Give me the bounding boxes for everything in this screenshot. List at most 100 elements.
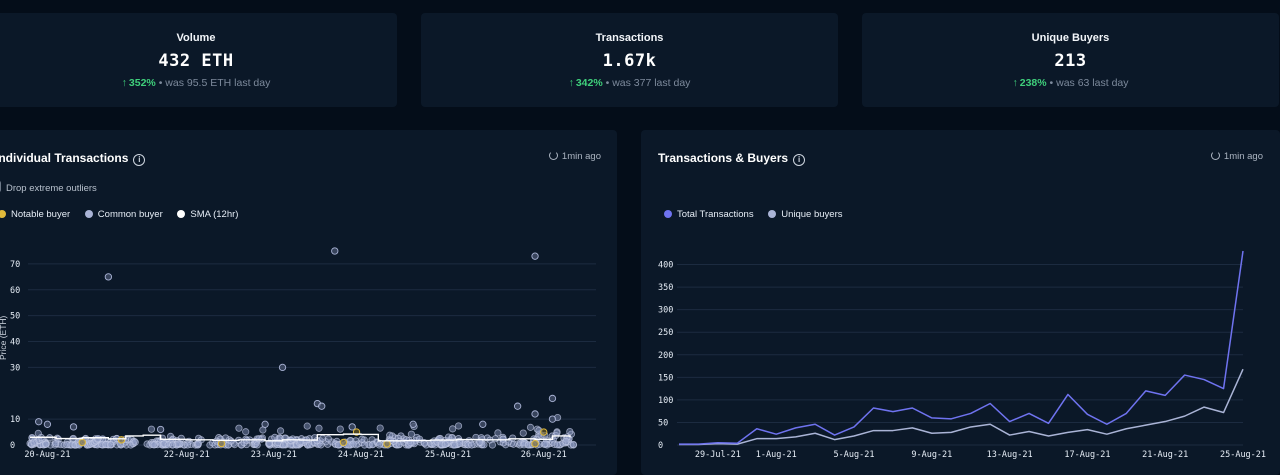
transactions-buyers-chart: 0 50 100 150 200 250 300 350 400 29-Jul-21 1-Aug-… [658, 250, 1266, 460]
common-buyer-point[interactable] [468, 441, 476, 449]
x-tick-label: 22-Aug-21 [164, 450, 210, 460]
info-icon[interactable]: i [793, 154, 806, 166]
common-buyer-point[interactable] [98, 441, 106, 449]
legend-item-common[interactable]: Common buyer [84, 209, 163, 220]
common-buyer-point[interactable] [553, 429, 561, 437]
common-buyer-point[interactable] [278, 363, 287, 372]
common-buyer-point[interactable] [150, 441, 158, 449]
common-buyer-point[interactable] [407, 430, 416, 438]
common-buyer-point[interactable] [336, 425, 344, 433]
common-buyer-point[interactable] [441, 440, 449, 449]
notable-buyer-point[interactable] [339, 438, 348, 447]
common-buyer-point[interactable] [221, 434, 230, 442]
common-buyer-point[interactable] [454, 422, 463, 430]
common-buyer-point[interactable] [376, 424, 384, 432]
common-buyer-point[interactable] [531, 252, 539, 260]
common-buyer-point[interactable] [448, 434, 456, 442]
common-buyer-point[interactable] [569, 440, 577, 449]
y-tick-label: 0 [658, 441, 663, 451]
common-buyer-point[interactable] [52, 439, 60, 448]
common-buyer-point[interactable] [253, 441, 261, 449]
common-buyer-point[interactable] [174, 440, 182, 448]
common-buyer-point[interactable] [562, 437, 570, 446]
common-buyer-point[interactable] [69, 423, 78, 431]
common-buyer-point[interactable] [566, 427, 574, 436]
refresh-icon [548, 151, 558, 160]
common-buyer-point[interactable] [235, 424, 243, 432]
common-buyer-point[interactable] [94, 435, 102, 443]
common-buyer-point[interactable] [183, 441, 192, 449]
common-buyer-point[interactable] [480, 441, 488, 449]
legend-dot-icon [177, 210, 186, 218]
legend-item-notable[interactable]: Notable buyer [0, 209, 70, 220]
common-buyer-point[interactable] [519, 429, 527, 437]
common-buyer-point[interactable] [147, 425, 156, 433]
common-buyer-point[interactable] [360, 441, 369, 449]
common-buyer-point[interactable] [35, 418, 43, 426]
common-buyer-point[interactable] [42, 440, 50, 448]
legend-item-total-transactions[interactable]: Total Transactions [664, 209, 754, 220]
notable-buyer-point[interactable] [78, 438, 86, 447]
common-buyer-point[interactable] [194, 439, 202, 448]
notable-buyer-point[interactable] [540, 428, 548, 436]
common-buyer-point[interactable] [160, 440, 168, 448]
common-buyer-point[interactable] [43, 420, 52, 428]
common-buyer-point[interactable] [349, 440, 357, 448]
y-tick-label: 60 [10, 286, 20, 296]
legend-item-sma[interactable]: SMA (12hr) [177, 209, 238, 220]
common-buyer-point[interactable] [437, 440, 445, 448]
info-icon[interactable]: i [133, 154, 146, 166]
common-buyer-point[interactable] [513, 402, 522, 410]
common-buyer-point[interactable] [541, 440, 549, 448]
series-line[interactable] [679, 368, 1244, 446]
stat-value: 432 ETH [158, 51, 234, 71]
x-tick-label: 21-Aug-21 [1142, 450, 1188, 460]
common-buyer-point[interactable] [499, 435, 507, 443]
legend-item-unique-buyers[interactable]: Unique buyers [768, 209, 842, 220]
common-buyer-point[interactable] [331, 247, 339, 255]
common-buyer-point[interactable] [516, 439, 525, 447]
common-buyer-point[interactable] [227, 437, 235, 445]
notable-buyer-point[interactable] [117, 436, 126, 444]
common-buyer-point[interactable] [242, 428, 250, 436]
checkbox-icon[interactable] [0, 181, 1, 192]
common-buyer-point[interactable] [479, 420, 487, 428]
drop-outliers-checkbox[interactable]: Drop extreme outliers [0, 181, 97, 194]
common-buyer-point[interactable] [319, 434, 327, 443]
common-buyer-point[interactable] [131, 438, 139, 446]
common-buyer-point[interactable] [289, 435, 297, 443]
notable-buyer-point[interactable] [217, 439, 226, 448]
common-buyer-point[interactable] [63, 441, 71, 449]
common-buyer-point[interactable] [106, 441, 115, 449]
common-buyer-point[interactable] [409, 420, 417, 428]
common-buyer-point[interactable] [104, 273, 113, 281]
common-buyer-point[interactable] [324, 435, 333, 443]
common-buyer-point[interactable] [60, 441, 68, 449]
common-buyer-point[interactable] [315, 424, 323, 432]
common-buyer-point[interactable] [548, 394, 557, 403]
common-buyer-point[interactable] [494, 429, 502, 437]
common-buyer-point[interactable] [526, 423, 535, 431]
notable-buyer-point[interactable] [531, 440, 539, 448]
common-buyer-point[interactable] [276, 427, 285, 435]
common-buyer-point[interactable] [30, 438, 38, 446]
common-buyer-point[interactable] [348, 423, 356, 431]
common-buyer-point[interactable] [303, 422, 311, 430]
common-buyer-point[interactable] [318, 402, 326, 410]
common-buyer-point[interactable] [488, 441, 497, 449]
common-buyer-point[interactable] [531, 410, 539, 418]
arrow-up-icon: ↑ [568, 77, 574, 89]
common-buyer-point[interactable] [451, 441, 459, 449]
stat-card-unique-buyers: Unique Buyers 213 ↑ 238% • was 63 last da… [862, 13, 1279, 107]
common-buyer-point[interactable] [553, 441, 561, 449]
common-buyer-point[interactable] [156, 425, 165, 434]
common-buyer-point[interactable] [375, 441, 383, 449]
common-buyer-point[interactable] [261, 420, 269, 428]
series-line[interactable] [679, 250, 1244, 445]
notable-buyer-point[interactable] [383, 440, 391, 448]
common-buyer-point[interactable] [415, 435, 424, 443]
common-buyer-point[interactable] [255, 435, 263, 443]
common-buyer-point[interactable] [548, 415, 557, 423]
common-buyer-point[interactable] [169, 441, 177, 449]
common-buyer-point[interactable] [449, 425, 457, 433]
